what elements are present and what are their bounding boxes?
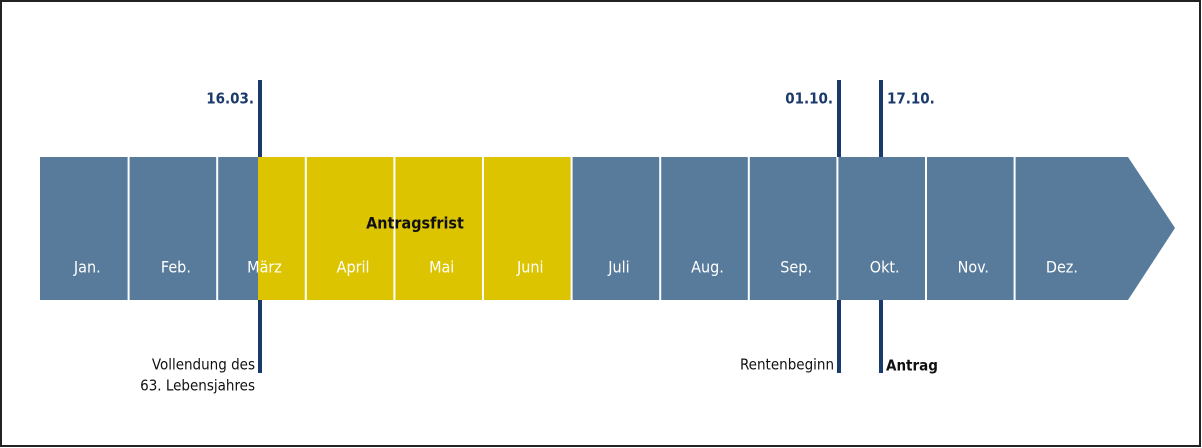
- month-label: Okt.: [870, 258, 900, 277]
- marker-line: [879, 80, 883, 157]
- month-divider: [393, 157, 396, 300]
- marker-label: Vollendung des: [152, 356, 255, 374]
- marker-line: [879, 300, 883, 373]
- timeline-arrow: [40, 157, 1175, 300]
- month-label: Juli: [607, 258, 629, 277]
- month-label: Sep.: [780, 258, 812, 277]
- month-label: April: [337, 258, 370, 277]
- month-divider: [659, 157, 662, 300]
- marker-line: [258, 300, 262, 373]
- month-divider: [304, 157, 307, 300]
- month-divider: [570, 157, 573, 300]
- month-label: Dez.: [1046, 258, 1078, 277]
- period-highlight: [258, 157, 572, 300]
- marker-line: [837, 300, 841, 373]
- marker-date: 01.10.: [785, 90, 833, 108]
- month-divider: [925, 157, 927, 300]
- month-divider: [1013, 157, 1016, 300]
- marker-line: [258, 80, 262, 157]
- month-divider: [836, 157, 839, 300]
- marker-date: 16.03.: [206, 90, 254, 108]
- month-divider: [216, 157, 219, 300]
- marker-label: Antrag: [886, 357, 938, 375]
- month-divider: [747, 157, 750, 300]
- marker-label: 63. Lebensjahres: [140, 377, 255, 395]
- month-divider: [127, 157, 130, 300]
- month-label: Juni: [516, 258, 544, 277]
- marker-label: Rentenbeginn: [740, 356, 834, 374]
- month-divider: [482, 157, 484, 300]
- marker-line: [837, 80, 841, 157]
- marker-lines: [258, 80, 883, 373]
- period-label: Antragsfrist: [366, 214, 464, 233]
- month-label: Feb.: [161, 258, 191, 277]
- month-label: Jan.: [73, 258, 101, 277]
- month-label: Mai: [429, 258, 454, 277]
- marker-date: 17.10.: [887, 90, 935, 108]
- month-label: März: [247, 258, 282, 277]
- month-label: Nov.: [958, 258, 989, 277]
- month-label: Aug.: [691, 258, 724, 277]
